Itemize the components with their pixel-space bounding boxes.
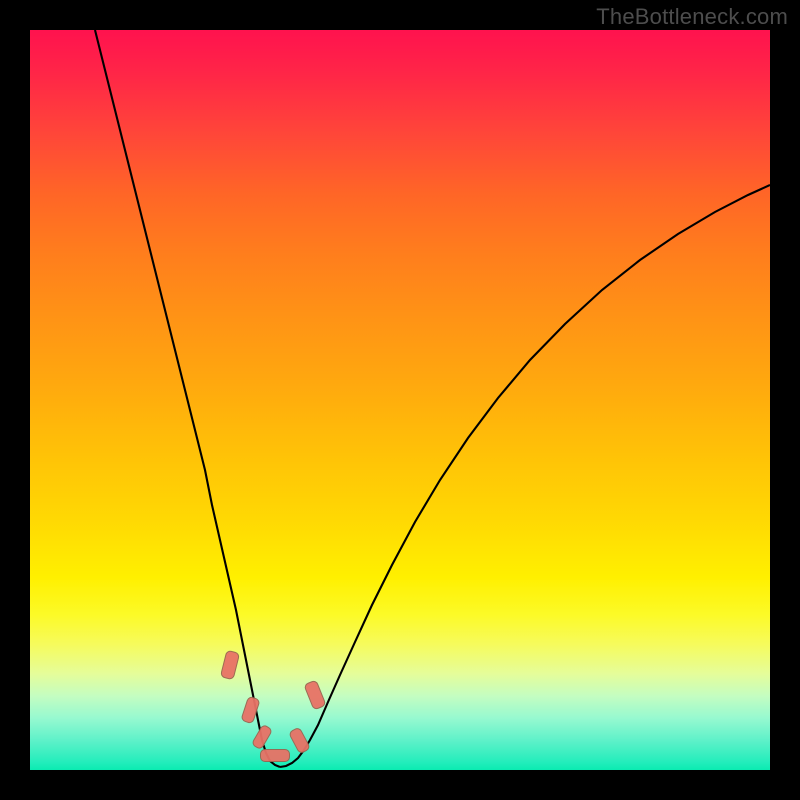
plot-area <box>30 30 770 770</box>
left-curve <box>95 30 280 767</box>
watermark-text: TheBottleneck.com <box>596 4 788 30</box>
right-curve <box>280 185 770 767</box>
curve-layer <box>30 30 770 770</box>
marker-3 <box>260 749 290 762</box>
